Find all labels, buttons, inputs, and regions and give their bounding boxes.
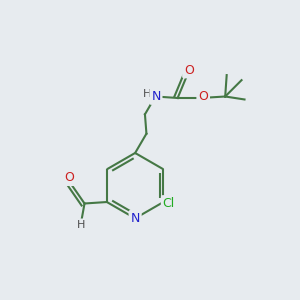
Text: O: O (184, 64, 194, 76)
Text: N: N (130, 212, 140, 225)
Text: O: O (198, 90, 208, 103)
Text: H: H (143, 89, 151, 99)
Text: O: O (65, 171, 75, 184)
Text: H: H (77, 220, 86, 230)
Text: Cl: Cl (163, 197, 175, 210)
Text: N: N (151, 90, 160, 103)
